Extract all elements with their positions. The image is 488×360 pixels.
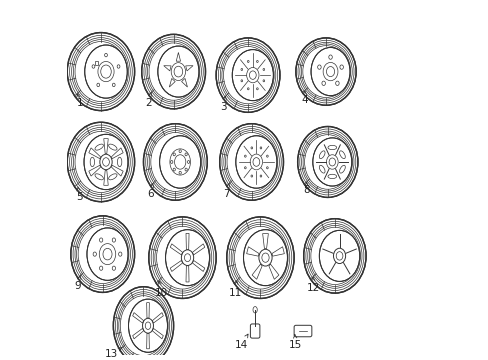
Ellipse shape [143,124,207,200]
Text: 3: 3 [220,96,226,112]
Text: 7: 7 [223,183,230,199]
Ellipse shape [128,299,167,352]
Text: 1: 1 [76,94,83,108]
Ellipse shape [159,136,200,188]
Ellipse shape [303,219,366,293]
Ellipse shape [310,48,349,96]
Ellipse shape [219,124,283,200]
Bar [95,62,98,64]
Ellipse shape [297,126,357,197]
Ellipse shape [295,38,355,105]
Text: 11: 11 [228,281,242,298]
Ellipse shape [158,46,199,97]
FancyBboxPatch shape [293,325,311,337]
Text: 2: 2 [145,93,152,108]
Ellipse shape [232,50,273,101]
Text: 5: 5 [76,187,83,202]
Ellipse shape [67,33,134,111]
Ellipse shape [84,134,128,190]
FancyBboxPatch shape [250,324,259,338]
Ellipse shape [84,45,127,98]
Ellipse shape [226,217,293,298]
Ellipse shape [165,230,209,286]
Text: 12: 12 [306,277,320,293]
Ellipse shape [319,230,359,282]
Text: 9: 9 [75,275,81,291]
Text: 8: 8 [303,182,309,195]
Text: 15: 15 [289,334,302,350]
Ellipse shape [235,136,276,188]
Text: 4: 4 [301,91,307,105]
Text: 10: 10 [154,281,167,298]
Text: 13: 13 [105,348,122,359]
Ellipse shape [67,122,134,202]
Ellipse shape [142,34,205,109]
Ellipse shape [87,228,128,280]
Text: 14: 14 [234,334,247,350]
Ellipse shape [312,138,351,186]
Ellipse shape [148,217,216,298]
Ellipse shape [113,287,173,360]
Ellipse shape [216,38,279,112]
Ellipse shape [71,216,134,292]
Text: 6: 6 [147,183,154,199]
Ellipse shape [243,230,287,286]
